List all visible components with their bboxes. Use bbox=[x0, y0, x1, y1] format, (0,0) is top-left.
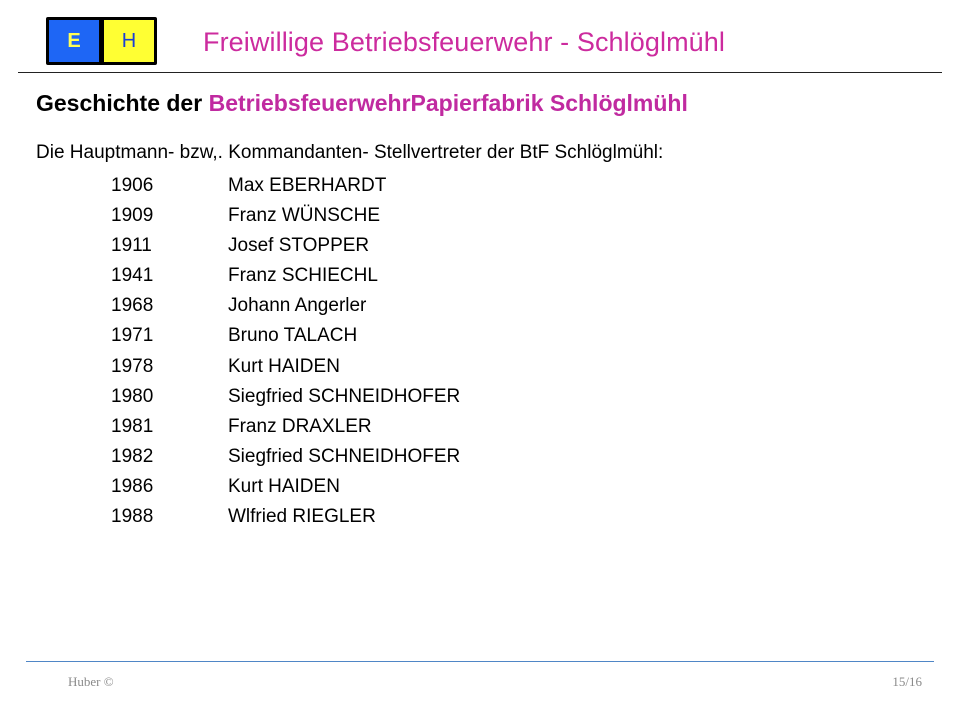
page-number: 15/16 bbox=[892, 674, 922, 689]
list-item: 1988 Wlfried RIEGLER bbox=[111, 502, 460, 532]
entry-name: Max EBERHARDT bbox=[228, 175, 387, 196]
list-item: 1981 Franz DRAXLER bbox=[111, 412, 460, 442]
entry-name: Siegfried SCHNEIDHOFER bbox=[228, 385, 461, 407]
list-item: 1971 Bruno TALACH bbox=[111, 321, 460, 351]
list-item: 1982 Siegfried SCHNEIDHOFER bbox=[111, 442, 460, 472]
entry-name: Kurt HAIDEN bbox=[228, 475, 340, 497]
entry-name: Franz DRAXLER bbox=[228, 415, 372, 437]
entry-year: 1981 bbox=[111, 415, 154, 437]
entry-name: Franz WÜNSCHE bbox=[228, 205, 381, 227]
entry-year: 1988 bbox=[111, 506, 154, 528]
entry-year: 1909 bbox=[111, 205, 154, 227]
footer-divider bbox=[26, 661, 934, 662]
logo-letter-e: E bbox=[47, 18, 101, 64]
entry-year: 1980 bbox=[111, 385, 154, 407]
entry-year: 1911 bbox=[111, 235, 152, 257]
entry-name: Kurt HAIDEN bbox=[228, 355, 340, 377]
entry-year: 1982 bbox=[111, 445, 154, 467]
entry-name: Josef STOPPER bbox=[228, 235, 370, 257]
footer-author: Huber © bbox=[68, 674, 114, 689]
list-item: 1906 Max EBERHARDT bbox=[111, 171, 460, 201]
entry-year: 1978 bbox=[111, 355, 154, 377]
entry-year: 1971 bbox=[111, 325, 154, 347]
entry-year: 1941 bbox=[111, 265, 154, 287]
list-item: 1980 Siegfried SCHNEIDHOFER bbox=[111, 382, 460, 412]
entry-name: Siegfried SCHNEIDHOFER bbox=[228, 445, 461, 467]
list-item: 1968 Johann Angerler bbox=[111, 291, 460, 321]
logo-letter-h: H bbox=[102, 18, 156, 64]
logo: E H bbox=[46, 17, 157, 65]
intro-text: Die Hauptmann- bzw,. Kommandanten- Stell… bbox=[36, 142, 664, 163]
entry-name: Bruno TALACH bbox=[228, 325, 358, 347]
list-item: 1941 Franz SCHIECHL bbox=[111, 261, 460, 291]
entry-year: 1906 bbox=[111, 175, 154, 196]
list-item: 1978 Kurt HAIDEN bbox=[111, 352, 460, 382]
entry-name: Johann Angerler bbox=[228, 295, 367, 317]
list-item: 1909 Franz WÜNSCHE bbox=[111, 201, 460, 231]
heading-highlight: BetriebsfeuerwehrPapierfabrik Schlöglmüh… bbox=[208, 90, 688, 116]
entry-year: 1986 bbox=[111, 475, 154, 497]
entry-name: Franz SCHIECHL bbox=[228, 265, 378, 287]
entry-year: 1968 bbox=[111, 295, 154, 317]
entry-name: Wlfried RIEGLER bbox=[228, 506, 376, 528]
deputy-list: 1906 Max EBERHARDT 1909 Franz WÜNSCHE 1911… bbox=[111, 171, 460, 532]
list-item: 1911 Josef STOPPER bbox=[111, 231, 460, 261]
header-title: Freiwillige Betriebsfeuerwehr - Schlöglm… bbox=[203, 27, 726, 57]
page-heading: Geschichte der BetriebsfeuerwehrPapierfa… bbox=[36, 90, 688, 117]
header-divider bbox=[18, 72, 942, 73]
list-item: 1986 Kurt HAIDEN bbox=[111, 472, 460, 502]
heading-prefix: Geschichte der bbox=[36, 90, 209, 116]
